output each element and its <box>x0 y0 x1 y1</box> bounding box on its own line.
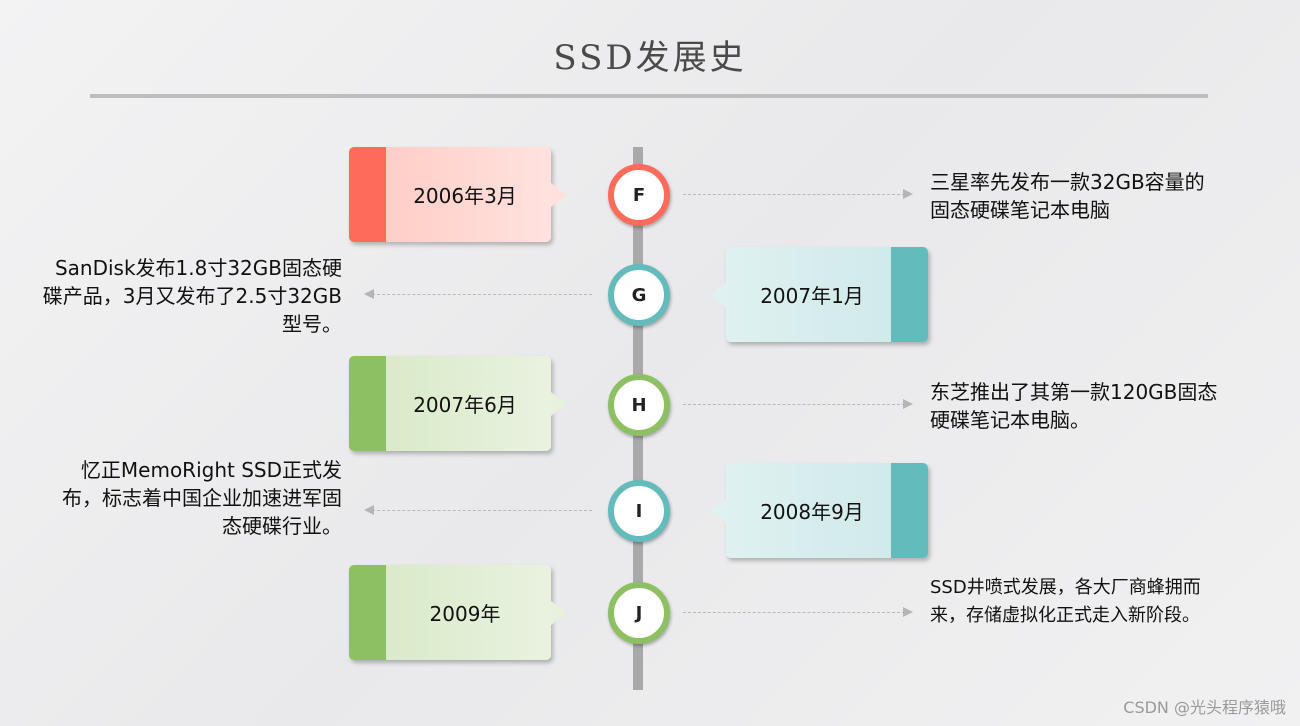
watermark: CSDN @光头程序猿哦 <box>1123 698 1286 717</box>
event-description-g: SanDisk发布1.8寸32GB固态硬碟产品，3月又发布了2.5寸32GB型号… <box>42 256 342 336</box>
timeline-node-f: F <box>608 164 670 226</box>
date-label: 2007年1月 <box>760 284 864 308</box>
event-description-i: 忆正MemoRight SSD正式发布，标志着中国企业加速进军固态硬碟行业。 <box>62 458 342 538</box>
date-label: 2006年3月 <box>413 184 517 208</box>
arrow-left-i <box>364 505 592 515</box>
event-description-h: 东芝推出了其第一款120GB固态硬碟笔记本电脑。 <box>930 380 1218 432</box>
timeline-node-g: G <box>608 264 670 326</box>
date-label: 2007年6月 <box>413 393 517 417</box>
date-box-g: 2007年1月 <box>710 247 928 342</box>
arrow-left-g <box>364 289 592 299</box>
title-divider <box>90 94 1208 98</box>
event-description-f: 三星率先发布一款32GB容量的固态硬碟笔记本电脑 <box>930 170 1205 222</box>
date-box-j: 2009年 <box>349 565 567 660</box>
arrow-right-f <box>683 189 913 199</box>
timeline-node-i: I <box>608 480 670 542</box>
page-title: SSD发展史 <box>553 38 747 78</box>
event-description-j: SSD井喷式发展，各大厂商蜂拥而来，存储虚拟化正式走入新阶段。 <box>930 577 1201 626</box>
date-box-i: 2008年9月 <box>710 463 928 558</box>
arrow-right-j <box>683 607 913 617</box>
timeline-node-j: J <box>608 582 670 644</box>
arrow-right-h <box>683 399 913 409</box>
date-label: 2009年 <box>429 602 501 626</box>
date-label: 2008年9月 <box>760 500 864 524</box>
timeline-node-h: H <box>608 374 670 436</box>
date-box-h: 2007年6月 <box>349 356 567 451</box>
date-box-f: 2006年3月 <box>349 147 567 242</box>
